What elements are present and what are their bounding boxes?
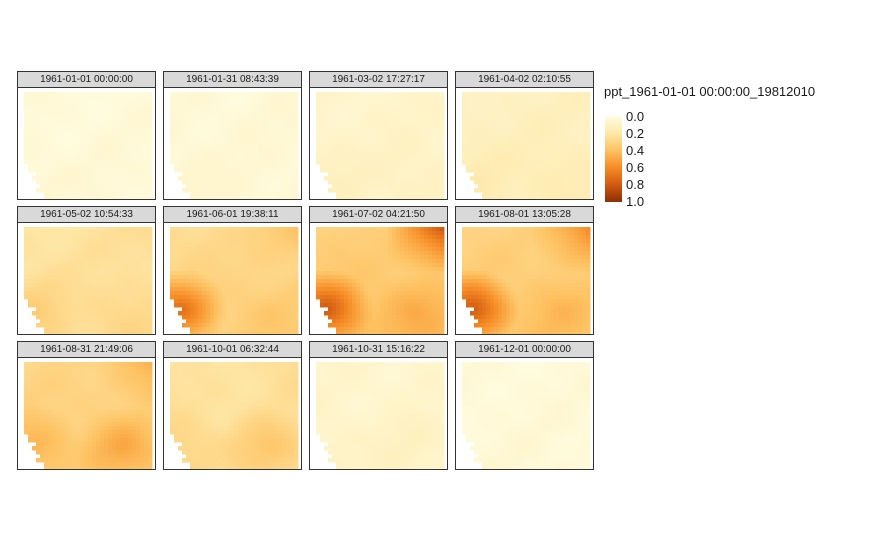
map-raster <box>455 357 594 470</box>
panel-strip-label: 1961-12-01 00:00:00 <box>455 341 594 358</box>
raster-svg <box>462 227 591 334</box>
legend-tick-label: 0.6 <box>626 160 645 175</box>
map-panel: 1961-10-01 06:32:44 <box>163 341 302 470</box>
panel-strip-label: 1961-08-31 21:49:06 <box>17 341 156 358</box>
raster-svg <box>24 362 153 469</box>
panel-strip-label: 1961-06-01 19:38:11 <box>163 206 302 223</box>
raster-svg <box>170 362 299 469</box>
legend-tick-label: 0.8 <box>626 177 645 192</box>
map-raster <box>309 222 448 335</box>
map-panel: 1961-01-31 08:43:39 <box>163 71 302 200</box>
raster-svg <box>462 362 591 469</box>
panel-strip-label: 1961-08-01 13:05:28 <box>455 206 594 223</box>
map-raster <box>17 87 156 200</box>
legend-colorbar <box>605 116 622 202</box>
legend-tick-label: 0.0 <box>626 109 645 124</box>
raster-svg <box>170 227 299 334</box>
panel-strip-label: 1961-07-02 04:21:50 <box>309 206 448 223</box>
map-raster <box>17 357 156 470</box>
map-panel: 1961-07-02 04:21:50 <box>309 206 448 335</box>
raster-svg <box>24 92 153 199</box>
raster-svg <box>316 227 445 334</box>
map-panel: 1961-12-01 00:00:00 <box>455 341 594 470</box>
panel-strip-label: 1961-10-31 15:16:22 <box>309 341 448 358</box>
map-panel: 1961-04-02 02:10:55 <box>455 71 594 200</box>
map-raster <box>455 222 594 335</box>
map-panel: 1961-03-02 17:27:17 <box>309 71 448 200</box>
map-panel: 1961-10-31 15:16:22 <box>309 341 448 470</box>
map-raster <box>309 87 448 200</box>
panel-strip-label: 1961-01-01 00:00:00 <box>17 71 156 88</box>
map-panel: 1961-01-01 00:00:00 <box>17 71 156 200</box>
map-panel: 1961-06-01 19:38:11 <box>163 206 302 335</box>
map-raster <box>163 87 302 200</box>
map-raster <box>163 357 302 470</box>
raster-svg <box>316 92 445 199</box>
raster-svg <box>462 92 591 199</box>
panel-strip-label: 1961-03-02 17:27:17 <box>309 71 448 88</box>
map-raster <box>163 222 302 335</box>
legend-tick-label: 0.2 <box>626 126 645 141</box>
legend-tick-label: 1.0 <box>626 194 645 209</box>
legend-tick-label: 0.4 <box>626 143 645 158</box>
map-panel: 1961-08-01 13:05:28 <box>455 206 594 335</box>
raster-svg <box>316 362 445 469</box>
map-raster <box>455 87 594 200</box>
legend-title: ppt_1961-01-01 00:00:00_19812010 <box>604 84 816 99</box>
panel-strip-label: 1961-05-02 10:54:33 <box>17 206 156 223</box>
raster-svg <box>170 92 299 199</box>
map-raster <box>309 357 448 470</box>
panel-strip-label: 1961-10-01 06:32:44 <box>163 341 302 358</box>
legend: ppt_1961-01-01 00:00:00_19812010 0.0 0.2… <box>604 84 869 214</box>
raster-svg <box>24 227 153 334</box>
map-raster <box>17 222 156 335</box>
panel-strip-label: 1961-01-31 08:43:39 <box>163 71 302 88</box>
map-panel: 1961-08-31 21:49:06 <box>17 341 156 470</box>
panel-strip-label: 1961-04-02 02:10:55 <box>455 71 594 88</box>
map-panel: 1961-05-02 10:54:33 <box>17 206 156 335</box>
